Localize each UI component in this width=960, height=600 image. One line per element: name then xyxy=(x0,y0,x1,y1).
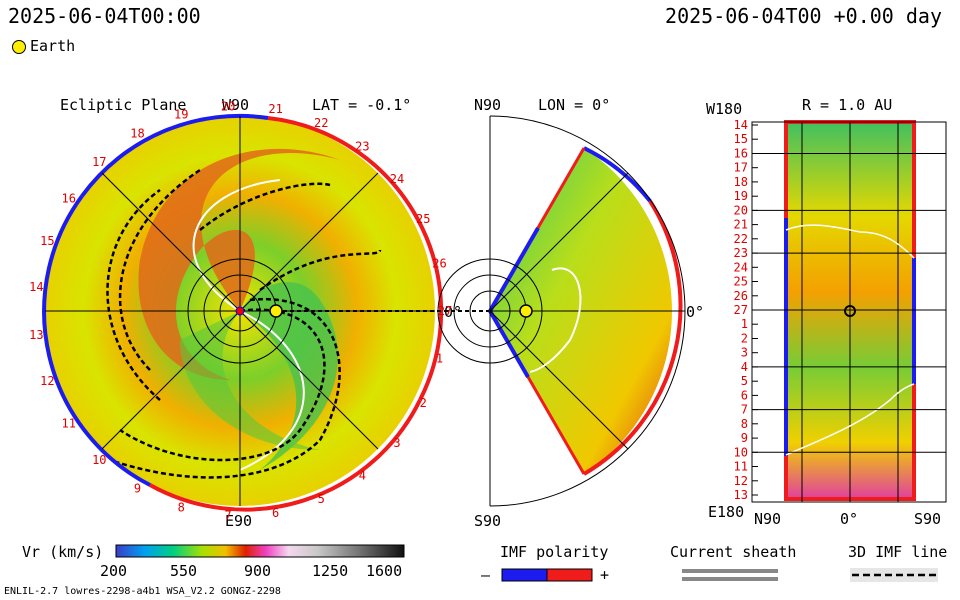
ecliptic-sector-tick: 1 xyxy=(436,351,443,365)
radial-y-tick: 22 xyxy=(734,232,748,246)
radial-y-tick: 17 xyxy=(734,161,748,175)
timestamp-left: 2025-06-04T00:00 xyxy=(8,4,201,28)
ecliptic-sector-tick: 12 xyxy=(40,374,54,388)
ecliptic-sector-tick: 21 xyxy=(268,102,282,116)
ecliptic-top-label: W90 xyxy=(222,96,250,114)
current-sheath-legend xyxy=(682,569,778,581)
model-footer: ENLIL-2.7 lowres-2298-a4b1 WSA_V2.2 GONG… xyxy=(4,586,281,597)
ecliptic-sector-tick: 7 xyxy=(224,509,231,523)
radial-y-tick: 11 xyxy=(734,460,748,474)
radial-y-tick: 25 xyxy=(734,275,748,289)
ecliptic-sector-tick: 2 xyxy=(420,396,427,410)
ecliptic-sector-tick: 15 xyxy=(40,234,54,248)
radial-y-tick: 20 xyxy=(734,203,748,217)
radial-y-tick: 21 xyxy=(734,218,748,232)
ecliptic-sector-tick: 26 xyxy=(432,257,446,271)
colorbar-label: Vr (km/s) xyxy=(22,543,104,561)
radial-y-tick: 5 xyxy=(741,374,748,388)
timestamp-right: 2025-06-04T00 +0.00 day xyxy=(665,4,942,28)
radial-y-tick: 14 xyxy=(734,118,748,132)
ecliptic-lat-label: LAT = -0.1° xyxy=(312,96,412,114)
radial-y-tick: 4 xyxy=(741,360,748,374)
imf-minus: – xyxy=(481,566,491,584)
ecliptic-bottom-label: E90 xyxy=(225,512,253,530)
meridional-top-label: N90 xyxy=(474,96,502,114)
radial-bottom-left-label: E180 xyxy=(708,503,745,521)
ecliptic-sector-tick: 27 xyxy=(438,304,452,318)
meridional-plane-panel xyxy=(437,115,686,507)
earth-legend-label: Earth xyxy=(30,37,76,55)
ecliptic-sector-tick: 10 xyxy=(92,453,106,467)
colorbar-tick-3: 1250 xyxy=(312,562,349,580)
meridional-right-label: 0° xyxy=(686,303,705,321)
radial-y-tick: 19 xyxy=(734,189,748,203)
radial-y-tick: 10 xyxy=(734,445,748,459)
radial-y-tick: 18 xyxy=(734,175,748,189)
ecliptic-sector-tick: 22 xyxy=(314,116,328,130)
colorbar-tick-0: 200 xyxy=(100,562,128,580)
imf3d-line-legend xyxy=(850,568,938,582)
colorbar-tick-4: 1600 xyxy=(366,562,403,580)
radial-y-tick: 27 xyxy=(734,303,748,317)
radial-surface-panel: 1415161718192021222324252627123456789101… xyxy=(734,118,947,503)
earth-marker-icon xyxy=(12,40,26,54)
ecliptic-sector-tick: 23 xyxy=(355,140,369,154)
current-sheath-title: Current sheath xyxy=(670,543,797,561)
ecliptic-sector-tick: 11 xyxy=(61,417,75,431)
imf-plus: + xyxy=(600,566,610,584)
radial-x-left: N90 xyxy=(754,510,782,528)
ecliptic-sector-tick: 5 xyxy=(318,492,325,506)
ecliptic-sector-tick: 17 xyxy=(92,155,106,169)
imf-polarity-title: IMF polarity xyxy=(500,543,609,561)
radial-y-ticks: 1415161718192021222324252627123456789101… xyxy=(734,118,758,502)
ecliptic-sector-tick: 19 xyxy=(174,108,188,122)
ecliptic-plane-panel xyxy=(42,113,490,512)
colorbar-tick-2: 900 xyxy=(244,562,272,580)
ecliptic-title: Ecliptic Plane xyxy=(60,96,187,114)
radial-r-label: R = 1.0 AU xyxy=(802,96,893,114)
ecliptic-sector-tick: 6 xyxy=(272,506,279,520)
radial-x-mid: 0° xyxy=(840,510,859,528)
radial-y-tick: 15 xyxy=(734,132,748,146)
ecliptic-sector-tick: 8 xyxy=(178,500,185,514)
radial-y-tick: 1 xyxy=(741,317,748,331)
radial-y-tick: 26 xyxy=(734,289,748,303)
radial-y-tick: 24 xyxy=(734,260,748,274)
ecliptic-earth-icon xyxy=(269,304,283,318)
radial-earth-icon xyxy=(844,305,856,317)
radial-y-tick: 13 xyxy=(734,488,748,502)
ecliptic-sector-tick: 9 xyxy=(134,482,141,496)
radial-y-tick: 9 xyxy=(741,431,748,445)
colorbar-tick-1: 550 xyxy=(170,562,198,580)
radial-top-label: W180 xyxy=(706,100,743,118)
radial-y-tick: 7 xyxy=(741,403,748,417)
imf3d-title: 3D IMF line xyxy=(848,543,948,561)
ecliptic-sector-tick: 16 xyxy=(61,191,75,205)
radial-y-tick: 2 xyxy=(741,332,748,346)
ecliptic-sector-tick: 20 xyxy=(221,99,235,113)
radial-y-tick: 8 xyxy=(741,417,748,431)
meridional-earth-icon xyxy=(519,304,533,318)
ecliptic-sector-tick: 13 xyxy=(29,328,43,342)
radial-x-right: S90 xyxy=(914,510,942,528)
imf-polarity-legend xyxy=(501,568,593,582)
ecliptic-sector-tick: 14 xyxy=(29,280,43,294)
radial-y-tick: 6 xyxy=(741,388,748,402)
ecliptic-sector-tick: 24 xyxy=(390,172,404,186)
vr-colorbar xyxy=(115,544,405,558)
radial-y-tick: 3 xyxy=(741,346,748,360)
ecliptic-sector-tick: 18 xyxy=(130,127,144,141)
ecliptic-sector-tick: 3 xyxy=(393,436,400,450)
radial-y-tick: 12 xyxy=(734,474,748,488)
ecliptic-sector-tick: 4 xyxy=(359,468,366,482)
radial-y-tick: 16 xyxy=(734,147,748,161)
radial-y-tick: 23 xyxy=(734,246,748,260)
ecliptic-sector-tick: 25 xyxy=(416,212,430,226)
meridional-lon-label: LON = 0° xyxy=(538,96,611,114)
meridional-bottom-label: S90 xyxy=(474,512,502,530)
